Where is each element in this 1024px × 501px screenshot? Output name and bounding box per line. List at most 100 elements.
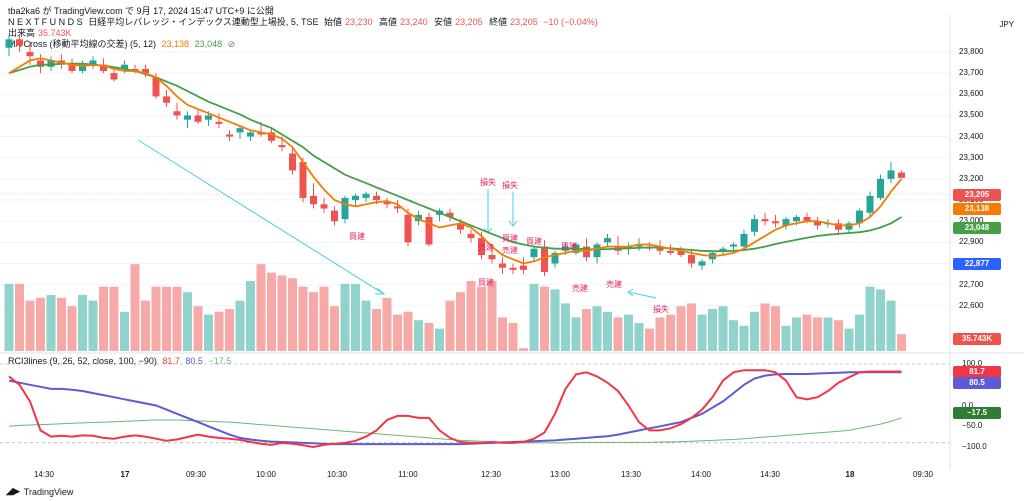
candle-body <box>730 244 737 247</box>
volume-bar <box>519 348 528 351</box>
candle-body <box>604 238 611 243</box>
candle-body <box>877 178 884 198</box>
volume-bar <box>792 317 801 351</box>
publish-line: tba2ka6 が TradingView.com で 9月 17, 2024 … <box>8 6 274 16</box>
candle-body <box>677 250 685 256</box>
low-label: 安値 <box>434 17 453 27</box>
volume-bar <box>571 317 581 351</box>
symbol-description: 日経平均レバレッジ・インデックス連動型上場投, 5, TSE <box>88 17 319 27</box>
candle-body <box>331 210 338 222</box>
candle-body <box>530 248 538 258</box>
rci-v2: 80.5 <box>185 356 203 366</box>
candle-body <box>37 60 44 67</box>
candle-body <box>782 219 790 226</box>
volume-bar <box>445 300 455 351</box>
arrow-head-2 <box>508 220 518 227</box>
volume-bar <box>844 328 854 351</box>
ma-label: MA Cross (移動平均線の交差) (5, 12) <box>8 39 157 49</box>
footer[interactable]: ◢▶ TradingView <box>6 486 73 497</box>
candle-body <box>226 134 233 137</box>
candle-body <box>299 161 307 198</box>
volume-bar <box>214 311 224 351</box>
time-tick: 13:00 <box>549 470 571 479</box>
volume-bar <box>382 297 392 351</box>
blue-line-tag: 22,877 <box>953 258 1001 270</box>
candle-body <box>383 202 391 205</box>
volume-bar <box>834 320 843 351</box>
volume-bar <box>193 306 203 351</box>
candle-body <box>541 246 548 272</box>
eye-off-icon[interactable]: ⊘ <box>227 39 236 49</box>
trade-annotation: 損失 <box>502 181 518 190</box>
time-tick: 12:30 <box>480 470 502 479</box>
volume-bar <box>88 300 98 351</box>
volume-bar <box>67 306 77 351</box>
volume-bar <box>319 286 329 351</box>
candle-body <box>362 193 370 198</box>
candle-body <box>257 132 265 135</box>
rci-mid-tag: 80.5 <box>953 377 1001 389</box>
candle-body <box>635 244 643 247</box>
time-tick: 14:30 <box>33 470 55 479</box>
volume-bar <box>340 283 350 351</box>
candle-body <box>593 244 601 258</box>
volume-bar <box>760 303 770 351</box>
volume-bar <box>603 311 612 351</box>
trade-annotation: 損失 <box>653 305 669 314</box>
tradingview-logo-icon: ◢▶ <box>6 486 20 496</box>
candle-body <box>268 132 275 141</box>
candle-body <box>551 252 559 264</box>
candle-body <box>26 52 34 57</box>
time-tick: 09:30 <box>185 470 207 479</box>
time-tick: 11:00 <box>398 470 418 479</box>
candle-body <box>68 64 76 72</box>
candle-body <box>667 250 674 253</box>
volume-bar <box>897 334 906 351</box>
candle-body <box>478 238 485 256</box>
candle-body <box>142 68 149 74</box>
candle-body <box>814 221 821 226</box>
volume-bar <box>855 314 864 351</box>
time-tick: 17 <box>120 470 130 479</box>
ma-slow-tag: 23,048 <box>953 222 1001 234</box>
volume-bar <box>15 283 24 351</box>
volume-bar <box>624 314 633 351</box>
candle-body <box>772 221 779 224</box>
symbol-name[interactable]: N E X T F U N D S <box>8 17 83 27</box>
volume-bar <box>771 306 780 351</box>
candle-body <box>656 246 664 251</box>
rci-blue-line <box>8 371 902 446</box>
volume-bar <box>708 309 717 351</box>
volume-bar <box>687 303 696 351</box>
currency-label[interactable]: JPY <box>999 20 1014 29</box>
ma-legend[interactable]: MA Cross (移動平均線の交差) (5, 12) 23,138 23,04… <box>8 39 238 50</box>
volume-bar <box>456 292 465 351</box>
price-tick: 22,700 <box>959 279 984 289</box>
candle-body <box>47 60 55 67</box>
volume-bar <box>508 323 518 351</box>
candle-body <box>509 267 517 270</box>
rci-legend[interactable]: RCI3lines (9, 26, 52, close, 100, −90) 8… <box>8 356 234 367</box>
arrow-left <box>627 291 657 299</box>
volume-value: 35.743K <box>38 28 72 38</box>
trade-annotation: 買建 <box>349 232 365 241</box>
candle-body <box>194 115 202 122</box>
trade-annotation: 買建 <box>478 278 494 287</box>
symbol-legend: N E X T F U N D S 日経平均レバレッジ・インデックス連動型上場投… <box>8 17 601 28</box>
time-tick: 09:30 <box>912 470 934 479</box>
rci-slow-tag: −17.5 <box>953 407 1001 419</box>
candle-body <box>373 195 380 201</box>
volume-legend[interactable]: 出来高 35.743K <box>8 28 75 39</box>
volume-bar <box>540 286 549 351</box>
candle-body <box>16 39 23 46</box>
trade-annotation: 損失 <box>480 178 496 187</box>
volume-bar <box>309 292 318 351</box>
candle-body <box>415 214 422 222</box>
volume-bar <box>477 286 486 351</box>
trade-annotation: 売建 <box>606 280 622 289</box>
candle-body <box>278 145 286 148</box>
volume-bar <box>288 278 297 351</box>
rci-tick: −100.0 <box>962 442 987 451</box>
volume-bar <box>78 295 87 351</box>
